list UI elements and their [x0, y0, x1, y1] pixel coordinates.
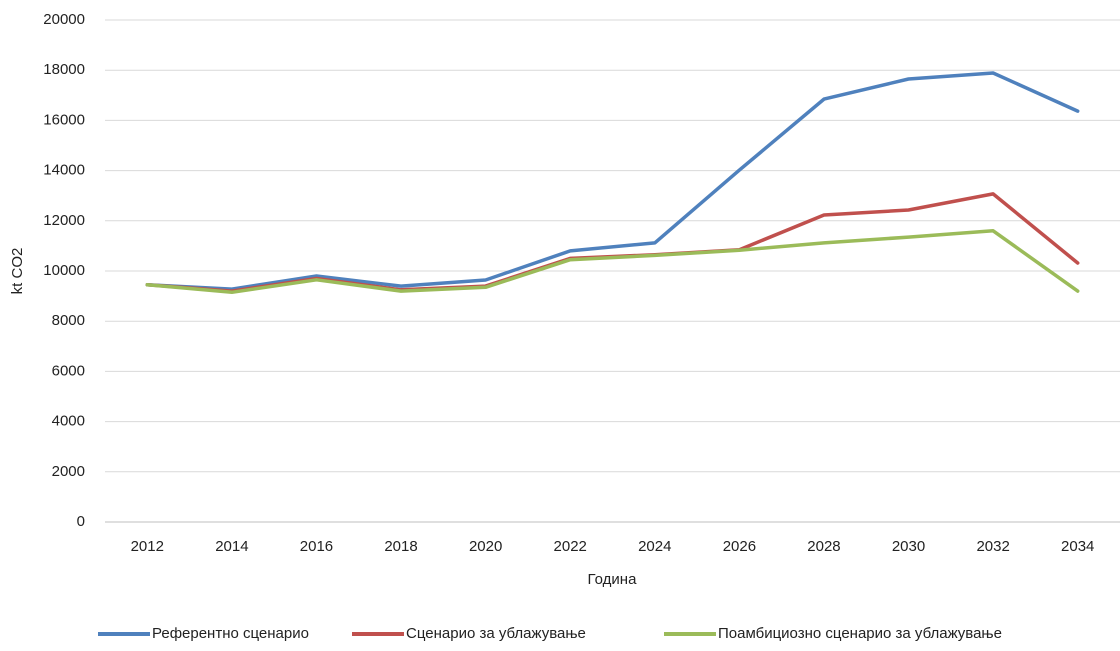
- legend-label: Референтно сценарио: [152, 625, 309, 642]
- series-line: [145, 71, 1080, 291]
- x-tick-label: 2034: [1061, 538, 1094, 555]
- series-line: [145, 229, 1080, 295]
- x-tick-label: 2030: [892, 538, 925, 555]
- x-tick-label: 2022: [554, 538, 587, 555]
- x-tick-label: 2020: [469, 538, 502, 555]
- x-tick-label: 2024: [638, 538, 671, 555]
- series-line: [145, 192, 1080, 293]
- y-tick-label: 18000: [43, 61, 85, 78]
- legend-label: Поамбициозно сценарио за ублажување: [718, 625, 1002, 642]
- y-tick-label: 16000: [43, 111, 85, 128]
- x-tick-label: 2012: [131, 538, 164, 555]
- y-tick-label: 4000: [52, 413, 85, 430]
- y-tick-label: 6000: [52, 362, 85, 379]
- y-tick-label: 8000: [52, 312, 85, 329]
- x-tick-label: 2016: [300, 538, 333, 555]
- y-tick-label: 14000: [43, 162, 85, 179]
- x-tick-label: 2014: [215, 538, 248, 555]
- y-axis-label: kt CO2: [9, 248, 26, 295]
- y-tick-label: 0: [77, 513, 85, 530]
- y-tick-label: 2000: [52, 463, 85, 480]
- y-tick-label: 10000: [43, 262, 85, 279]
- x-axis-label: Година: [588, 571, 638, 588]
- y-tick-label: 20000: [43, 11, 85, 28]
- x-tick-label: 2026: [723, 538, 756, 555]
- x-tick-label: 2018: [384, 538, 417, 555]
- y-tick-label: 12000: [43, 212, 85, 229]
- legend-label: Сценарио за ублажување: [406, 625, 586, 642]
- x-tick-label: 2028: [807, 538, 840, 555]
- x-tick-label: 2032: [976, 538, 1009, 555]
